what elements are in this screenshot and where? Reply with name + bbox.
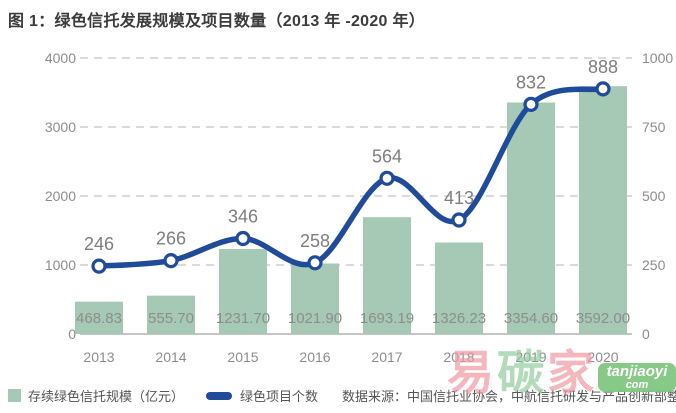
right-axis-tick-label: 1000 [642,50,673,66]
x-axis-label: 2016 [299,349,330,365]
line-series-path [96,86,606,269]
x-axis-label: 2017 [371,349,402,365]
figure-title: 图 1：绿色信托发展规模及项目数量（2013 年 -2020 年） [8,13,426,30]
legend-bar-swatch-icon [8,389,21,402]
line-marker [523,96,539,113]
bar [363,217,411,334]
bar-value-label: 468.83 [76,310,122,327]
line-marker [235,230,251,247]
line-value-label: 346 [228,207,258,227]
line-marker [379,170,395,186]
legend: 存续绿色信托规模（亿元） 绿色项目个数 数据来源：中国信托业协会，中航信托研发与… [8,386,676,405]
data-source-text: 数据来源：中国信托业协会，中航信托研发与产品创新部整理 [342,389,676,404]
left-axis-tick-label: 2000 [45,188,76,204]
left-axis-tick-label: 3000 [45,119,76,135]
line-value-label: 413 [444,188,474,208]
x-axis-label: 2019 [515,349,546,365]
bar-value-label: 1693.19 [360,310,414,327]
line-value-label: 832 [516,72,546,92]
left-axis-tick-label: 0 [68,326,76,342]
line-marker [595,81,611,97]
bar-value-label: 1326.23 [432,310,486,327]
line-marker [91,258,107,274]
bar [147,295,195,334]
bar [219,249,267,334]
line-value-label: 888 [588,57,618,77]
bar [291,263,339,334]
bar-value-label: 1231.70 [216,310,270,327]
line-value-label: 246 [84,234,114,254]
line-marker [163,253,179,269]
right-axis-tick-label: 750 [642,119,666,135]
bar [579,86,627,334]
bar-value-label: 555.70 [148,310,194,327]
left-axis-tick-label: 1000 [45,257,76,273]
x-axis-label: 2018 [443,349,474,365]
x-axis-label: 2015 [227,349,258,365]
legend-line-label: 绿色项目个数 [240,389,319,404]
line-value-label: 564 [372,146,402,166]
bar [75,301,123,334]
x-axis-label: 2013 [83,349,114,365]
x-axis-label: 2014 [155,349,186,365]
bar [507,102,555,334]
line-value-label: 258 [300,231,330,251]
line-value-label: 266 [156,229,186,249]
bar-value-label: 1021.90 [288,310,342,327]
line-marker [307,255,323,271]
legend-bar-label: 存续绿色信托规模（亿元） [28,389,185,404]
legend-line-swatch-icon [206,391,233,400]
left-axis-tick-label: 4000 [45,50,76,66]
bar-value-label: 3592.00 [576,310,630,327]
right-axis-tick-label: 250 [642,257,666,273]
right-axis-tick-label: 0 [642,326,650,342]
bar-value-label: 3354.60 [504,310,558,327]
bar [435,242,483,334]
line-marker [451,212,467,228]
right-axis-tick-label: 500 [642,188,666,204]
x-axis-label: 2020 [587,349,618,365]
